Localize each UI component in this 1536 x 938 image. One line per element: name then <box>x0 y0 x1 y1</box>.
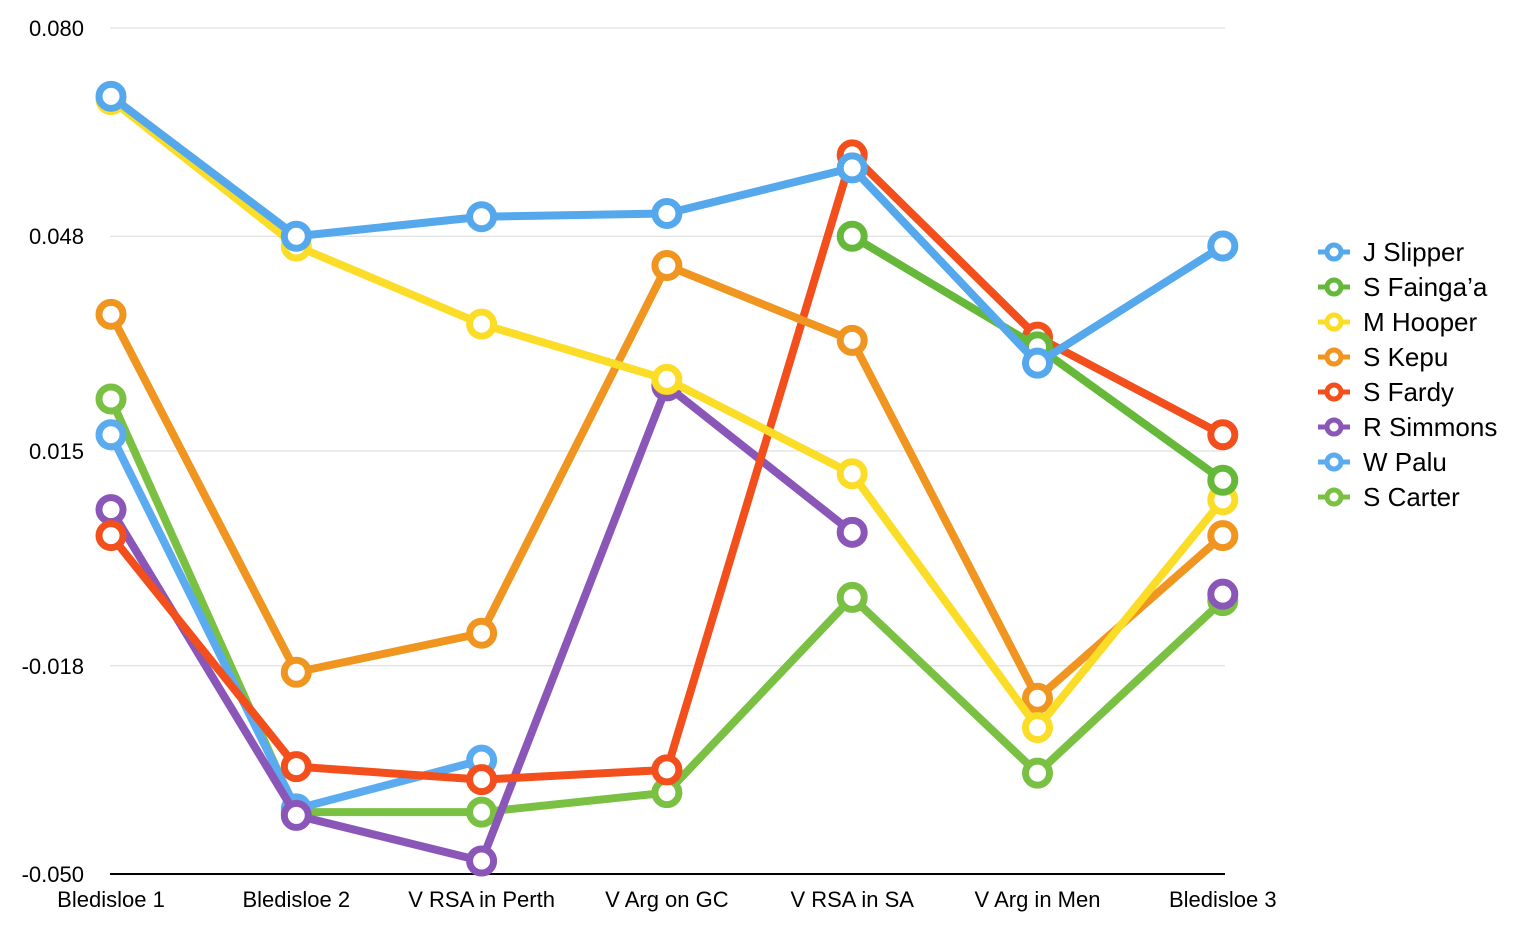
data-point <box>836 458 868 490</box>
y-tick-label: 0.080 <box>29 16 84 41</box>
data-point <box>651 754 683 786</box>
data-point <box>95 494 127 526</box>
y-tick-label: 0.048 <box>29 224 84 249</box>
x-tick-label: Bledisloe 3 <box>1169 887 1277 912</box>
legend-item: W Palu <box>1318 447 1447 477</box>
y-tick-label: -0.018 <box>22 654 84 679</box>
data-point <box>466 308 498 340</box>
data-point <box>651 363 683 395</box>
data-point <box>466 845 498 877</box>
data-point <box>1207 230 1239 262</box>
data-point <box>95 298 127 330</box>
data-point <box>466 796 498 828</box>
x-tick-label: V RSA in SA <box>790 887 914 912</box>
data-point <box>466 617 498 649</box>
data-point <box>280 656 312 688</box>
legend-label: M Hooper <box>1363 307 1477 337</box>
legend-label: S Carter <box>1363 482 1460 512</box>
series-lines <box>95 80 1239 877</box>
data-point <box>836 516 868 548</box>
data-point <box>1207 464 1239 496</box>
legend-label: W Palu <box>1363 447 1447 477</box>
data-point <box>1022 712 1053 744</box>
legend-label: S Fainga’a <box>1363 272 1488 302</box>
data-point <box>651 250 683 282</box>
legend-label: S Fardy <box>1363 377 1454 407</box>
data-point <box>95 80 127 112</box>
x-axis-tick-labels: Bledisloe 1 Bledisloe 2 V RSA in Perth V Ar… <box>57 887 1276 912</box>
legend-item: R Simmons <box>1318 412 1497 442</box>
y-tick-label: 0.015 <box>29 439 84 464</box>
legend-swatch-marker <box>1324 417 1344 437</box>
x-tick-label: Bledisloe 2 <box>242 887 350 912</box>
series-4 <box>95 250 1239 714</box>
legend-item: J Slipper <box>1318 237 1464 267</box>
data-point <box>95 419 127 451</box>
data-point <box>1207 578 1239 610</box>
legend-swatch-marker <box>1324 242 1344 262</box>
x-tick-label: V Arg on GC <box>605 887 729 912</box>
legend-item: S Fainga’a <box>1318 272 1488 302</box>
data-point <box>1022 347 1053 379</box>
series-line <box>107 394 1227 817</box>
x-tick-label: V Arg in Men <box>975 887 1101 912</box>
legend-swatch-marker <box>1324 382 1344 402</box>
y-axis-tick-labels: 0.080 0.048 0.015 -0.018 -0.050 <box>22 16 84 887</box>
data-point <box>836 581 868 613</box>
data-point <box>1022 682 1053 714</box>
legend-swatch-marker <box>1324 452 1344 472</box>
data-point <box>280 220 312 252</box>
legend-label: S Kepu <box>1363 342 1448 372</box>
legend-item: S Kepu <box>1318 342 1448 372</box>
legend: J Slipper S Fainga’a M Hooper S Kepu S Fardy… <box>1318 237 1497 512</box>
legend-swatch-marker <box>1324 487 1344 507</box>
series-5 <box>95 84 1239 744</box>
x-tick-label: Bledisloe 1 <box>57 887 165 912</box>
legend-swatch-marker <box>1324 347 1344 367</box>
data-point <box>836 324 868 356</box>
series-line <box>107 261 1227 703</box>
data-point <box>280 751 312 783</box>
data-point <box>1207 419 1239 451</box>
legend-item: S Carter <box>1318 482 1460 512</box>
legend-label: R Simmons <box>1363 412 1497 442</box>
legend-swatch-marker <box>1324 312 1344 332</box>
legend-label: J Slipper <box>1363 237 1464 267</box>
data-point <box>836 152 868 184</box>
legend-swatch-marker <box>1324 277 1344 297</box>
x-tick-label: V RSA in Perth <box>408 887 555 912</box>
data-point <box>95 383 127 415</box>
data-point <box>466 764 498 796</box>
series-7 <box>95 80 1239 379</box>
data-point <box>280 799 312 831</box>
y-tick-label: -0.050 <box>22 862 84 887</box>
data-point <box>466 201 498 233</box>
data-point <box>95 520 127 552</box>
data-point <box>651 197 683 229</box>
data-point <box>836 220 868 252</box>
data-point <box>1022 757 1053 789</box>
data-point <box>1207 520 1239 552</box>
legend-item: S Fardy <box>1318 377 1454 407</box>
legend-item: M Hooper <box>1318 307 1477 337</box>
